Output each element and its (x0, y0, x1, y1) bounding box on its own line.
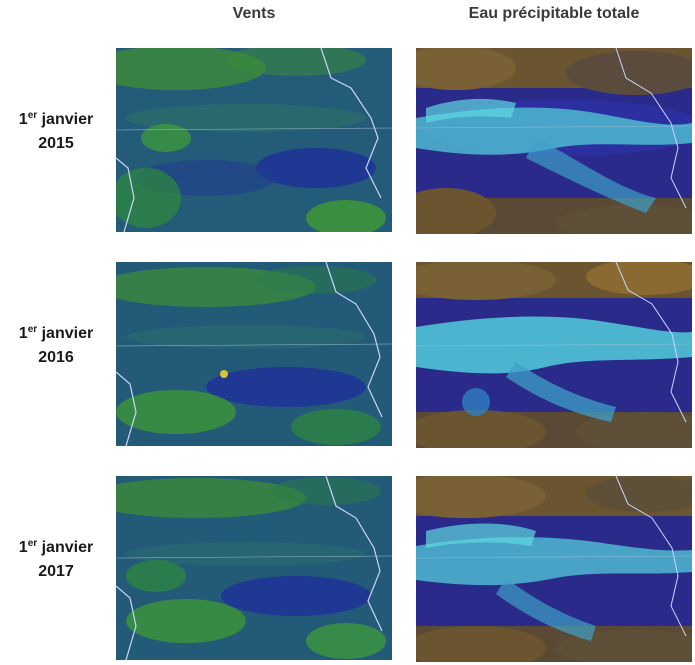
row-label-2016: 1er janvier 2016 (18, 324, 94, 367)
precipitable-water-map-2016 (416, 262, 692, 448)
winds-map-2015 (116, 48, 392, 232)
precipitable-water-map-2015 (416, 48, 692, 234)
column-header-winds: Vents (232, 5, 276, 22)
column-header-precipitable-water: Eau précipitable totale (468, 5, 640, 22)
row-label-2015: 1er janvier 2015 (18, 110, 94, 153)
winds-map-2017 (116, 476, 392, 660)
precipitable-water-map-2017 (416, 476, 692, 662)
row-label-2017: 1er janvier 2017 (18, 538, 94, 581)
winds-map-2016 (116, 262, 392, 446)
